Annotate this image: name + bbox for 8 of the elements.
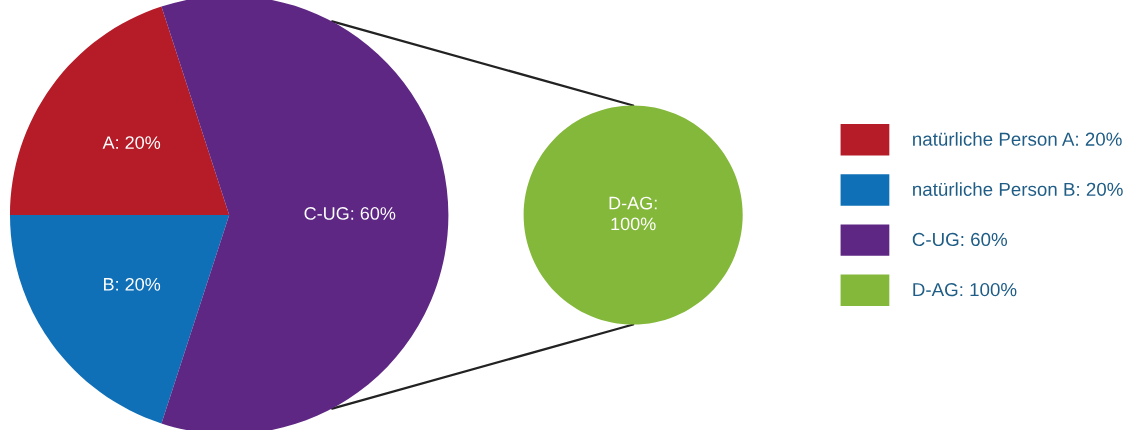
data-label: B: 20%	[104, 277, 161, 291]
data-label: A: 20%	[102, 136, 161, 149]
legend-label: natürliche Person A: 20%	[913, 132, 1122, 146]
legend-label: D-AG: 100%	[913, 283, 1017, 297]
data-label: C-UG: 60%	[304, 207, 396, 220]
legend-label: natürliche Person B: 20%	[913, 182, 1123, 196]
legend-label: C-UG: 60%	[912, 232, 1008, 247]
data-label: D-AG: 100%	[609, 196, 657, 231]
